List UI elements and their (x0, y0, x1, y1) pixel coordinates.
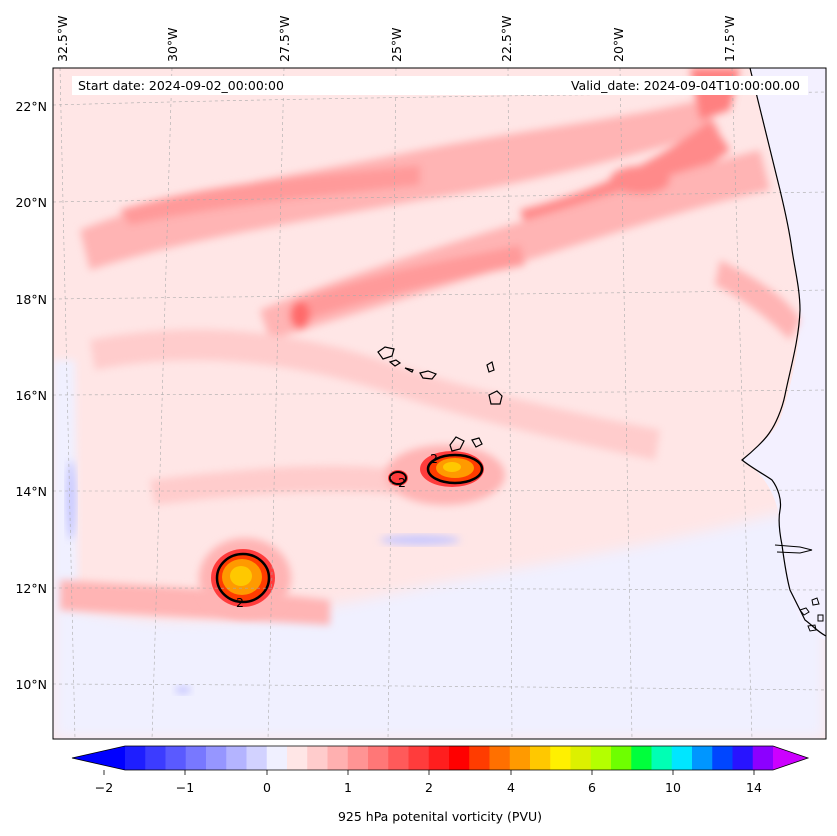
colorbar-swatch (388, 746, 409, 770)
colorbar-swatch (185, 746, 207, 770)
lat-label: 10°N (15, 677, 47, 692)
valid-date-text: Valid_date: 2024-09-04T10:00:00.00 (571, 78, 800, 93)
start-date-text: Start date: 2024-09-02_00:00:00 (78, 78, 284, 93)
map-panel (53, 68, 826, 739)
colorbar-swatch (428, 746, 450, 770)
lon-label: 17.5°W (722, 16, 737, 62)
latitude-labels: 22°N 20°N 18°N 16°N 14°N 12°N 10°N (15, 99, 47, 692)
colorbar-swatch (408, 746, 430, 770)
lon-label: 27.5°W (277, 16, 292, 62)
colorbar-swatch (732, 746, 754, 770)
negative-pv-blob-southwest (175, 686, 191, 694)
lat-label: 16°N (15, 388, 47, 403)
contour-label-east: 2 (430, 451, 438, 466)
colorbar-swatch (550, 746, 571, 770)
colorbar-swatch (125, 746, 146, 770)
colorbar-swatch (266, 746, 288, 770)
colorbar-swatch (590, 746, 612, 770)
lon-label: 30°W (165, 27, 180, 62)
colorbar-tick-label: 10 (665, 780, 681, 795)
colorbar-ticks: −2 −1 0 1 2 4 6 10 14 (95, 770, 762, 795)
colorbar-swatch (307, 746, 328, 770)
colorbar-over-arrow (773, 746, 808, 770)
contour-label-west: 2 (236, 595, 244, 610)
africa-land (742, 68, 826, 640)
lat-label: 22°N (15, 99, 47, 114)
colorbar-swatch (530, 746, 551, 770)
colorbar-swatch (226, 746, 247, 770)
colorbar-label: 925 hPa potenital vorticity (PVU) (338, 809, 542, 824)
colorbar-swatch (692, 746, 713, 770)
lat-label: 18°N (15, 292, 47, 307)
colorbar-swatch (489, 746, 511, 770)
colorbar-swatch (368, 746, 389, 770)
map-frame (52, 67, 827, 740)
colorbar-swatch (206, 746, 227, 770)
colorbar-swatch (165, 746, 187, 770)
colorbar-swatch (509, 746, 531, 770)
colorbar-swatch (671, 746, 693, 770)
vortex-east (385, 445, 505, 505)
low-pv-south-region (53, 500, 826, 739)
header-box (72, 76, 808, 95)
lat-label: 12°N (15, 581, 47, 596)
colorbar-swatch (752, 746, 774, 770)
vortex-west (199, 538, 291, 618)
contour-label-east-small: 2 (398, 475, 406, 490)
colorbar-outline (71, 745, 810, 771)
negative-pv-blob-west (66, 460, 76, 540)
colorbar-swatch (449, 746, 470, 770)
cape-verde-islands (377, 346, 503, 452)
colorbar-swatch (347, 746, 369, 770)
colorbar-tick-label: 2 (425, 780, 433, 795)
lon-label: 20°W (611, 27, 626, 62)
colorbar-tick-label: −1 (176, 780, 194, 795)
lat-label: 14°N (15, 484, 47, 499)
lat-label: 20°N (15, 195, 47, 210)
low-pv-west-strip (53, 360, 78, 610)
colorbar-swatch (327, 746, 349, 770)
colorbar-swatch (287, 746, 308, 770)
colorbar-swatch (570, 746, 592, 770)
pv-streaks (60, 68, 800, 625)
gambia-river-coast (774, 544, 813, 554)
negative-pv-blob-south (380, 535, 460, 545)
colorbar-swatch (145, 746, 166, 770)
colorbar-tick-label: 1 (344, 780, 352, 795)
lon-label: 22.5°W (499, 16, 514, 62)
colorbar-tick-label: 0 (263, 780, 271, 795)
lon-label: 25°W (389, 27, 404, 62)
colorbar: −2 −1 0 1 2 4 6 10 14 925 hPa potenital vorticit… (71, 745, 810, 824)
colorbar-tick-label: 6 (588, 780, 596, 795)
longitude-labels: 32.5°W 30°W 27.5°W 25°W 22.5°W 20°W 17.5… (55, 16, 737, 62)
colorbar-tick-label: 4 (507, 780, 515, 795)
colorbar-swatch (246, 746, 268, 770)
bissagos-islands (799, 597, 824, 632)
colorbar-swatch (631, 746, 652, 770)
colorbar-swatch (469, 746, 490, 770)
colorbar-swatches (125, 746, 774, 770)
africa-coastline (741, 68, 826, 637)
colorbar-tick-label: 14 (746, 780, 762, 795)
colorbar-tick-label: −2 (95, 780, 113, 795)
colorbar-swatch (651, 746, 673, 770)
colorbar-swatch (712, 746, 733, 770)
colorbar-swatch (611, 746, 632, 770)
lon-label: 32.5°W (55, 16, 70, 62)
colorbar-under-arrow (72, 746, 125, 770)
gridlines (53, 68, 826, 739)
